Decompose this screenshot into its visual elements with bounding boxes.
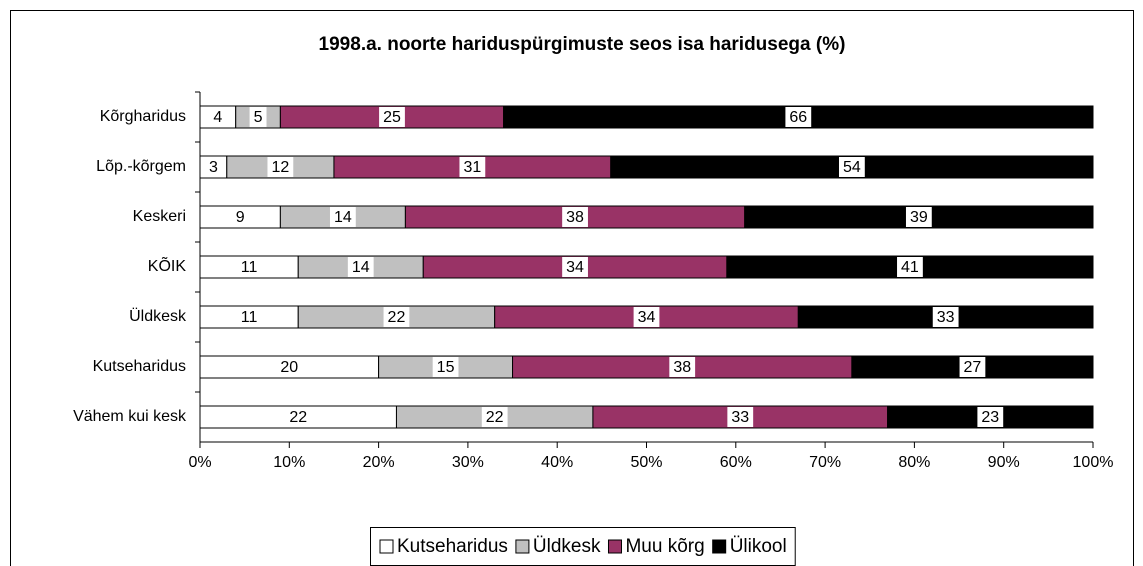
data-label: 5 xyxy=(254,109,263,126)
data-label: 34 xyxy=(638,309,656,326)
data-label: 14 xyxy=(352,259,370,276)
x-tick-label: 30% xyxy=(452,454,484,471)
data-label-bg xyxy=(204,157,222,177)
data-label-bg xyxy=(669,357,696,377)
data-label: 12 xyxy=(271,159,289,176)
data-label-bg xyxy=(231,207,249,227)
data-label: 27 xyxy=(964,359,982,376)
y-tick-label: Kutseharidus xyxy=(93,358,186,375)
data-label: 11 xyxy=(241,259,258,276)
x-tick-label: 10% xyxy=(273,454,305,471)
y-tick-label: Keskeri xyxy=(133,208,186,225)
data-label: 4 xyxy=(213,109,222,126)
data-label-bg xyxy=(959,357,986,377)
x-tick-label: 0% xyxy=(188,454,211,471)
x-tick-label: 60% xyxy=(720,454,752,471)
data-label-bg xyxy=(267,157,294,177)
data-label: 54 xyxy=(843,159,861,176)
data-label-bg xyxy=(977,407,1004,427)
x-tick-label: 100% xyxy=(1073,454,1114,471)
y-tick-label: Lõp.-kõrgem xyxy=(96,158,186,175)
data-label-bg xyxy=(785,107,812,127)
data-label-bg xyxy=(383,307,410,327)
data-label: 22 xyxy=(388,309,406,326)
data-label: 33 xyxy=(731,409,749,426)
legend-label: Ülikool xyxy=(730,536,787,557)
data-label-bg xyxy=(562,207,588,227)
data-label-bg xyxy=(897,257,923,277)
data-label-bg xyxy=(727,407,754,427)
legend-swatch xyxy=(607,539,622,554)
y-tick-label: KÕIK xyxy=(148,255,187,275)
x-tick-label: 20% xyxy=(363,454,395,471)
data-label-bg xyxy=(329,207,356,227)
data-label-bg xyxy=(276,357,303,377)
data-label: 22 xyxy=(289,409,307,426)
data-label: 38 xyxy=(673,359,691,376)
data-label-bg xyxy=(905,207,932,227)
data-label-bg xyxy=(236,257,262,277)
data-label: 9 xyxy=(236,209,245,226)
y-tick-label: Kõrgharidus xyxy=(100,108,186,125)
data-label: 15 xyxy=(437,359,455,376)
data-label-bg xyxy=(249,107,267,127)
data-label-bg xyxy=(838,157,865,177)
chart-title: 1998.a. noorte hariduspürgimuste seos is… xyxy=(319,34,846,55)
data-label-bg xyxy=(209,107,227,127)
data-label: 39 xyxy=(910,209,928,226)
data-label: 22 xyxy=(486,409,504,426)
data-label: 66 xyxy=(789,109,807,126)
data-label: 23 xyxy=(981,409,999,426)
legend-label: Kutseharidus xyxy=(397,536,508,557)
data-label-bg xyxy=(432,357,459,377)
legend-swatch xyxy=(515,539,530,554)
data-label-bg xyxy=(347,257,374,277)
data-label-bg xyxy=(459,157,486,177)
data-label: 34 xyxy=(566,259,584,276)
x-tick-label: 90% xyxy=(988,454,1020,471)
data-label-bg xyxy=(633,307,660,327)
x-tick-label: 50% xyxy=(630,454,662,471)
data-label: 14 xyxy=(334,209,352,226)
y-tick-label: Vähem kui kesk xyxy=(73,408,187,425)
data-label-bg xyxy=(932,307,959,327)
data-label-bg xyxy=(562,257,588,277)
chart-frame xyxy=(10,10,1134,566)
data-label: 41 xyxy=(901,259,919,276)
data-label-bg xyxy=(285,407,312,427)
x-tick-label: 80% xyxy=(898,454,930,471)
data-label: 11 xyxy=(241,309,258,326)
legend-swatch xyxy=(379,539,394,554)
legend-label: Üldkesk xyxy=(533,536,601,557)
y-tick-label: Üldkesk xyxy=(129,307,187,325)
data-label-bg xyxy=(379,107,405,127)
x-tick-label: 40% xyxy=(541,454,573,471)
data-label: 25 xyxy=(383,109,401,126)
data-label: 3 xyxy=(209,159,218,176)
legend-swatch xyxy=(712,539,727,554)
data-label: 33 xyxy=(937,309,955,326)
data-label: 38 xyxy=(566,209,584,226)
legend-label: Muu kõrg xyxy=(625,536,704,557)
data-label-bg xyxy=(481,407,508,427)
data-label: 31 xyxy=(463,159,481,176)
data-label-bg xyxy=(236,307,262,327)
x-tick-label: 70% xyxy=(809,454,841,471)
data-label: 20 xyxy=(280,359,298,376)
